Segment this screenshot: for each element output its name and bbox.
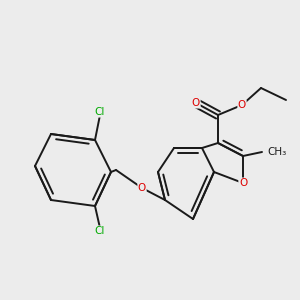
Text: CH₃: CH₃ bbox=[267, 147, 286, 157]
Text: O: O bbox=[238, 100, 246, 110]
Text: O: O bbox=[192, 98, 200, 108]
Text: O: O bbox=[138, 183, 146, 193]
Text: O: O bbox=[239, 178, 247, 188]
Text: Cl: Cl bbox=[95, 107, 105, 117]
Text: Cl: Cl bbox=[95, 226, 105, 236]
